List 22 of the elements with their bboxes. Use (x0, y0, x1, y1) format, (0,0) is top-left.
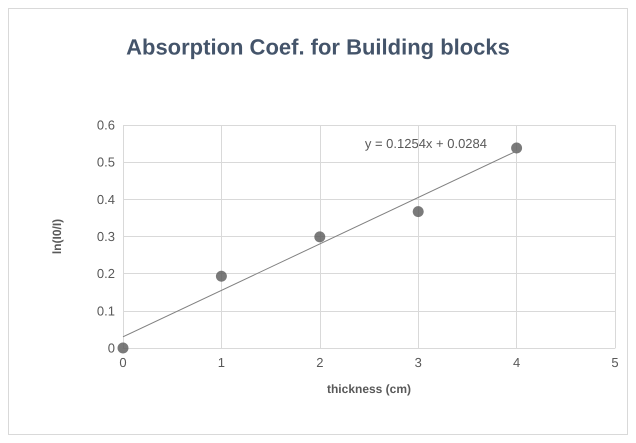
y-tick-label: 0.5 (96, 154, 115, 170)
y-tick-label: 0.4 (96, 192, 115, 207)
point (412, 206, 424, 218)
x-tick-label: 1 (218, 355, 226, 370)
x-tick-label: 0 (119, 355, 127, 370)
x-tick-label: 5 (611, 355, 619, 370)
y-tick-label: 0.1 (96, 303, 115, 318)
point (118, 342, 128, 354)
point (216, 270, 227, 282)
y-tick-label: 0.3 (96, 229, 115, 244)
x-tick-label: 3 (414, 355, 422, 370)
y-axis-title: ln(I0/I) (50, 218, 64, 254)
x-tick-label: 2 (316, 355, 324, 370)
point (511, 142, 522, 154)
annotation: y = 0.1254x + 0.0284 (364, 136, 487, 151)
y-tick-label: 0 (108, 340, 115, 356)
y-tick-label: 0.6 (96, 118, 115, 132)
x-axis-title: thickness (cm) (326, 382, 412, 396)
x-tick-label: 4 (512, 355, 520, 370)
point (314, 231, 326, 242)
y-tick-label: 0.2 (96, 266, 115, 282)
chart-title: Absorption Coef. for Building blocks (126, 34, 510, 60)
